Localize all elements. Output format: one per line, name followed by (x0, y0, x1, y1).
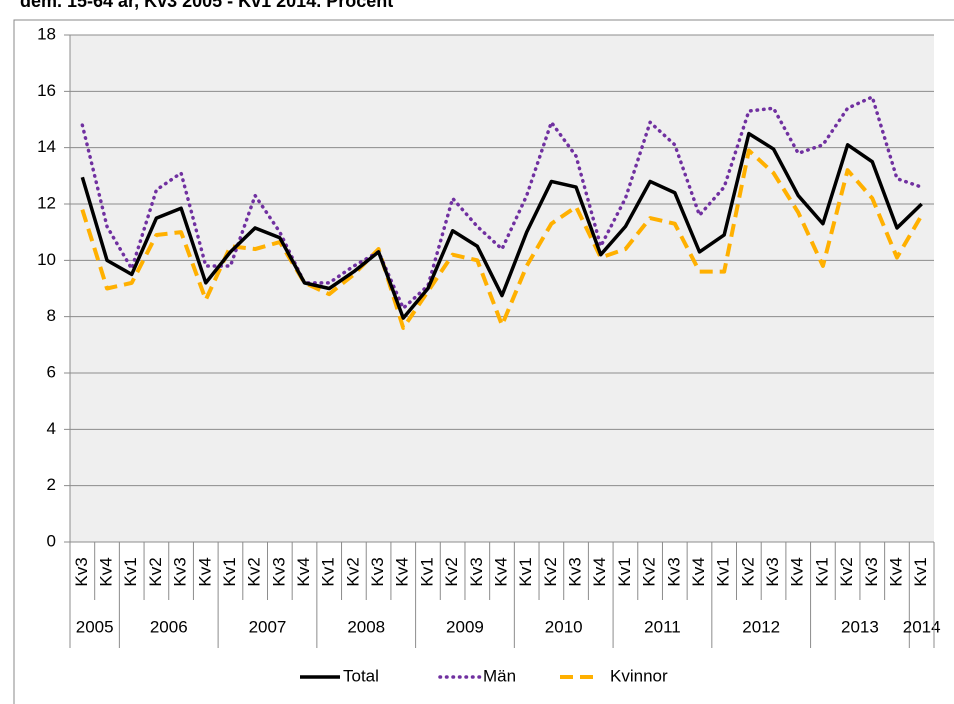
y-tick-label: 6 (47, 362, 56, 381)
x-tick-label: Kv3 (171, 557, 190, 586)
group-label: 2008 (347, 617, 385, 636)
y-tick-label: 4 (47, 419, 56, 438)
group-label: 2006 (150, 617, 188, 636)
x-tick-label: Kv3 (72, 557, 91, 586)
x-tick-label: Kv4 (491, 557, 510, 586)
y-tick-label: 18 (37, 24, 56, 43)
group-label: 2005 (76, 617, 114, 636)
x-tick-label: Kv2 (343, 557, 362, 586)
x-tick-label: Kv4 (689, 557, 708, 586)
x-tick-label: Kv3 (467, 557, 486, 586)
series-line (80, 95, 924, 310)
x-tick-label: Kv1 (121, 557, 140, 586)
x-tick-label: Kv4 (195, 557, 214, 586)
x-tick-label: Kv4 (97, 557, 116, 586)
x-tick-label: Kv2 (640, 557, 659, 586)
x-tick-label: Kv2 (837, 557, 856, 586)
x-tick-label: Kv2 (245, 557, 264, 586)
group-label: 2014 (903, 617, 941, 636)
x-tick-label: Kv2 (738, 557, 757, 586)
y-tick-label: 14 (37, 137, 56, 156)
x-tick-label: Kv1 (516, 557, 535, 586)
x-tick-label: Kv4 (886, 557, 905, 586)
y-tick-label: 0 (47, 531, 56, 550)
group-label: 2007 (249, 617, 287, 636)
x-tick-label: Kv2 (541, 557, 560, 586)
group-label: 2010 (545, 617, 583, 636)
chart-border (13, 19, 954, 704)
x-tick-label: Kv3 (862, 557, 881, 586)
chart-title: dem. 15-64 år, Kv3 2005 - Kv1 2014. Proc… (20, 0, 393, 11)
y-tick-label: 8 (47, 306, 56, 325)
legend-label: Total (343, 666, 379, 685)
x-tick-label: Kv1 (220, 557, 239, 586)
y-tick-label: 12 (37, 193, 56, 212)
group-label: 2012 (742, 617, 780, 636)
x-tick-label: Kv2 (146, 557, 165, 586)
x-tick-label: Kv3 (763, 557, 782, 586)
series-line (80, 131, 923, 320)
group-label: 2009 (446, 617, 484, 636)
x-tick-label: Kv1 (615, 557, 634, 586)
x-tick-label: Kv3 (664, 557, 683, 586)
x-tick-label: Kv3 (269, 557, 288, 586)
x-tick-label: Kv1 (911, 557, 930, 586)
x-tick-label: Kv1 (812, 557, 831, 586)
y-tick-label: 16 (37, 81, 56, 100)
x-tick-label: Kv4 (294, 557, 313, 586)
plot-area (70, 35, 934, 542)
group-label: 2011 (644, 617, 681, 636)
y-tick-label: 2 (47, 475, 56, 494)
legend-label: Kvinnor (610, 666, 668, 685)
y-tick-label: 10 (37, 250, 56, 269)
x-tick-label: Kv4 (590, 557, 609, 586)
x-tick-label: Kv4 (393, 557, 412, 586)
legend-label: Män (483, 666, 516, 685)
x-tick-label: Kv1 (714, 557, 733, 586)
x-tick-label: Kv1 (417, 557, 436, 586)
group-label: 2013 (841, 617, 879, 636)
x-tick-label: Kv2 (442, 557, 461, 586)
x-tick-label: Kv1 (319, 557, 338, 586)
x-tick-label: Kv3 (566, 557, 585, 586)
x-tick-label: Kv4 (788, 557, 807, 586)
x-tick-label: Kv3 (368, 557, 387, 586)
